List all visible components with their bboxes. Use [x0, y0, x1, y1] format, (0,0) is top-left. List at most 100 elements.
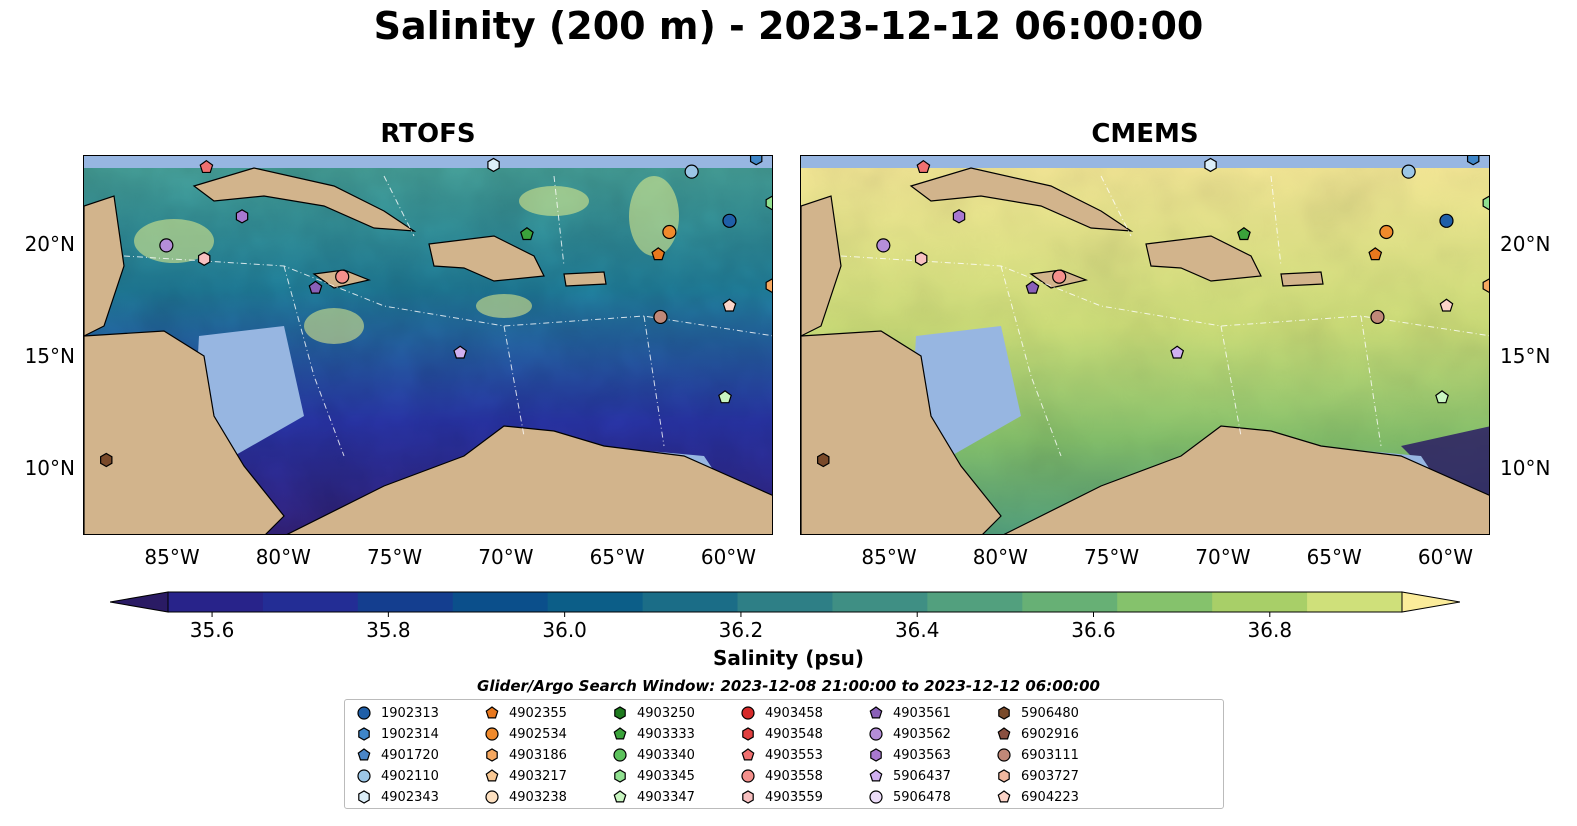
legend-item-4903548: 4903548: [741, 725, 823, 743]
float-4903563-marker[interactable]: [952, 209, 966, 224]
legend-item-label: 4903563: [893, 747, 951, 763]
pentagon-marker-icon: [997, 727, 1011, 740]
legend-item-label: 4903250: [637, 705, 695, 721]
float-1902313-marker[interactable]: [1439, 213, 1454, 228]
float-4903186-marker[interactable]: [765, 278, 773, 293]
float-5906480-marker[interactable]: [100, 452, 113, 468]
colorbar-label: Salinity (psu): [712, 646, 864, 670]
legend-item-4903559: 4903559: [741, 788, 823, 806]
lon-tick-label: 70°W: [478, 545, 534, 569]
float-6903111-marker[interactable]: [1370, 309, 1385, 325]
legend-item-4903563: 4903563: [869, 746, 951, 764]
rtofs-map[interactable]: [83, 155, 773, 535]
float-4902110-marker[interactable]: [1401, 164, 1416, 179]
cuba: [909, 167, 1134, 232]
float-4903563-marker[interactable]: [235, 209, 249, 224]
colorbar-tick-label: 36.6: [1071, 618, 1116, 642]
cmems-map[interactable]: [800, 155, 1490, 535]
legend-item-label: 4903558: [765, 768, 823, 784]
lon-tick-label: 80°W: [972, 545, 1028, 569]
float-4903559-marker[interactable]: [197, 251, 211, 267]
legend-item-5906478: 5906478: [869, 788, 951, 806]
legend-item-label: 4903553: [765, 747, 823, 763]
float-1902314-marker[interactable]: [749, 156, 763, 166]
float-1902314-marker[interactable]: [1466, 156, 1480, 166]
legend-item-label: 4903333: [637, 726, 695, 742]
float-4903333-marker[interactable]: [1237, 226, 1251, 241]
float-4903559-marker[interactable]: [914, 251, 928, 267]
cuba: [192, 167, 417, 232]
legend-item-1902313: 1902313: [357, 704, 439, 722]
lat-tick-label-right: 10°N: [1500, 455, 1551, 480]
float-4903345-marker[interactable]: [765, 195, 773, 211]
float-4902355-marker[interactable]: [651, 247, 666, 261]
rtofs-float-layer: [100, 156, 773, 468]
float-4902355-marker[interactable]: [1368, 247, 1383, 261]
pentagon-marker-icon: [613, 727, 627, 740]
float-5906437-marker[interactable]: [1170, 345, 1185, 359]
float-1902313-marker[interactable]: [722, 213, 737, 228]
float-4903562-marker[interactable]: [876, 238, 891, 253]
hexagon-marker-icon: [998, 769, 1010, 783]
float-4903333-marker[interactable]: [520, 226, 534, 241]
central-america: [84, 330, 285, 534]
float-4903553-marker[interactable]: [199, 159, 214, 174]
colorbar-tick-label: 35.6: [189, 618, 235, 642]
pentagon-marker-icon: [869, 769, 883, 782]
float-4903553-marker[interactable]: [916, 159, 931, 174]
colorbar-extend-high: [1401, 591, 1460, 613]
hexagon-marker-icon: [870, 748, 882, 762]
legend-item-label: 1902313: [381, 705, 439, 721]
pentagon-marker-icon: [869, 706, 883, 719]
colorbar-segment: [262, 592, 359, 612]
cmems-panel-title: CMEMS: [1091, 119, 1199, 149]
lon-tick-label: 65°W: [1306, 545, 1362, 569]
legend-item-label: 6903727: [1021, 768, 1079, 784]
legend-item-4903562: 4903562: [869, 725, 951, 743]
float-4903347-marker[interactable]: [1435, 390, 1449, 404]
legend-item-5906437: 5906437: [869, 767, 951, 785]
float-4903558-marker[interactable]: [1052, 269, 1067, 284]
legend-item-label: 6904223: [1021, 789, 1079, 805]
legend-item-6904223: 6904223: [997, 788, 1079, 806]
pentagon-marker-icon: [357, 748, 371, 761]
legend-item-6903111: 6903111: [997, 746, 1079, 764]
legend-item-label: 4903562: [893, 726, 951, 742]
float-6904223-marker[interactable]: [722, 298, 737, 312]
float-4903558-marker[interactable]: [335, 269, 350, 284]
float-4902534-marker[interactable]: [662, 224, 677, 240]
float-4902343-marker[interactable]: [1204, 157, 1217, 173]
float-legend: 1902313 1902314 4901720 4902110 4902343 49023…: [344, 699, 1224, 809]
pentagon-marker-icon: [997, 790, 1011, 803]
float-5906437-marker[interactable]: [453, 345, 468, 359]
lat-tick-label-right: 15°N: [1500, 344, 1551, 369]
legend-item-4903217: 4903217: [485, 767, 567, 785]
lon-tick-label: 75°W: [1083, 545, 1140, 569]
float-4903347-marker[interactable]: [718, 390, 732, 404]
float-4903561-marker[interactable]: [308, 280, 323, 294]
page-title: Salinity (200 m) - 2023-12-12 06:00:00: [373, 4, 1204, 48]
lat-tick-label-right: 20°N: [1500, 232, 1551, 257]
legend-item-4903340: 4903340: [613, 746, 695, 764]
rtofs-panel-title: RTOFS: [380, 119, 476, 149]
legend-item-label: 6903111: [1021, 747, 1079, 763]
colorbar-segment: [832, 592, 928, 612]
pentagon-marker-icon: [741, 748, 755, 761]
legend-item-label: 5906478: [893, 789, 951, 805]
legend-item-4902355: 4902355: [485, 704, 567, 722]
legend-item-label: 4903217: [509, 768, 567, 784]
float-4902110-marker[interactable]: [684, 164, 699, 179]
float-6904223-marker[interactable]: [1439, 298, 1454, 312]
float-6903111-marker[interactable]: [653, 309, 668, 325]
legend-item-4903333: 4903333: [613, 725, 695, 743]
float-4903345-marker[interactable]: [1482, 195, 1490, 211]
colorbar-segment: [642, 592, 739, 612]
float-4903186-marker[interactable]: [1482, 278, 1490, 293]
float-4902534-marker[interactable]: [1379, 224, 1394, 240]
float-4903562-marker[interactable]: [159, 238, 174, 253]
float-4903561-marker[interactable]: [1025, 280, 1040, 294]
float-5906480-marker[interactable]: [817, 452, 830, 468]
float-4902343-marker[interactable]: [487, 157, 500, 173]
pentagon-marker-icon: [485, 706, 499, 719]
lon-tick-label: 75°W: [366, 545, 423, 569]
